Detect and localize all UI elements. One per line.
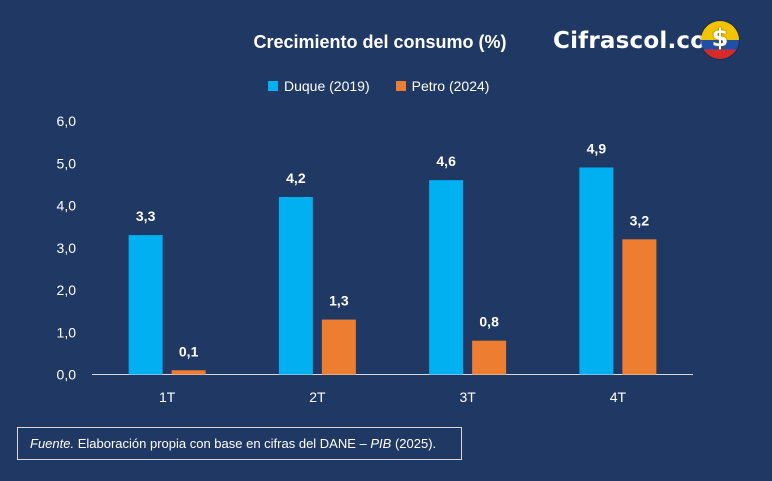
- y-tick-label: 6,0: [57, 113, 77, 129]
- bar-series-1: [579, 167, 614, 375]
- data-label-series-2: 1,3: [329, 293, 349, 309]
- legend-item-series-1: Duque (2019): [268, 78, 370, 94]
- y-tick-label: 1,0: [57, 324, 77, 340]
- brand-logo-text: Cifrascol.com: [553, 28, 731, 54]
- bar-series-1: [429, 180, 464, 375]
- x-tick-label: 4T: [610, 389, 627, 405]
- data-label-series-2: 3,2: [630, 212, 650, 228]
- chart-title: Crecimiento del consumo (%): [253, 32, 507, 52]
- y-tick-label: 0,0: [57, 367, 77, 383]
- data-label-series-2: 0,8: [479, 314, 499, 330]
- x-tick-label: 1T: [159, 389, 176, 405]
- bar-series-2: [171, 370, 206, 375]
- y-tick-label: 4,0: [57, 198, 77, 214]
- x-tick-label: 2T: [309, 389, 326, 405]
- legend-swatch-series-2: [395, 81, 406, 91]
- bar-series-1: [128, 235, 163, 375]
- source-note: Fuente. Elaboración propia con base en c…: [17, 427, 462, 460]
- y-tick-label: 3,0: [57, 240, 77, 256]
- colombia-coin-icon: $: [701, 21, 739, 59]
- data-label-series-1: 4,2: [286, 170, 306, 186]
- y-tick-label: 5,0: [57, 155, 77, 171]
- x-tick-label: 3T: [459, 389, 476, 405]
- chart-legend: Duque (2019) Petro (2024): [268, 77, 515, 95]
- source-text-a: Elaboración propia con base en cifras de…: [74, 436, 371, 451]
- source-text-b: (2025).: [391, 436, 437, 451]
- dollar-sign: $: [711, 24, 729, 52]
- bar-series-2: [321, 319, 356, 375]
- data-label-series-1: 3,3: [136, 208, 156, 224]
- bar-series-1: [278, 197, 313, 375]
- bar-series-2: [472, 340, 507, 375]
- bar-series-2: [622, 239, 657, 375]
- y-tick-label: 2,0: [57, 282, 77, 298]
- source-prefix: Fuente.: [30, 436, 75, 451]
- data-label-series-2: 0,1: [179, 343, 199, 359]
- legend-swatch-series-1: [268, 81, 278, 91]
- legend-item-series-2: Petro (2024): [395, 78, 490, 94]
- source-emph: PIB: [370, 436, 392, 451]
- data-label-series-1: 4,9: [587, 140, 607, 156]
- legend-label-series-1: Duque (2019): [284, 78, 370, 94]
- legend-label-series-2: Petro (2024): [411, 78, 490, 94]
- data-label-series-1: 4,6: [436, 153, 456, 169]
